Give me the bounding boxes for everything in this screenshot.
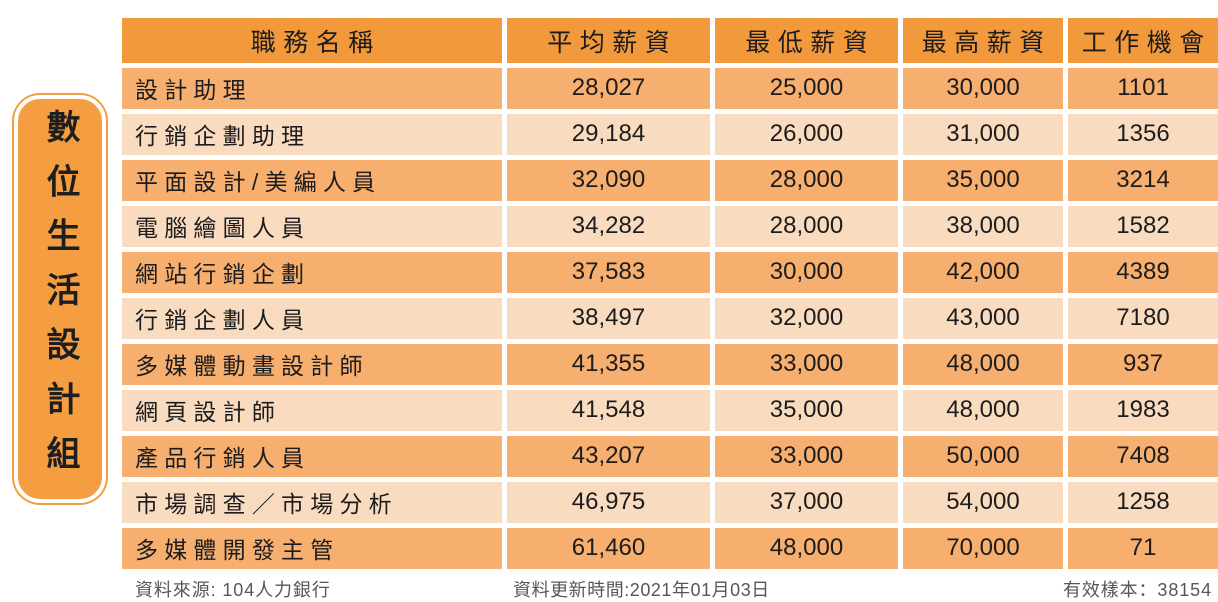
job-count-cell: 1356 <box>1068 113 1218 155</box>
min-salary-cell: 37,000 <box>715 481 898 523</box>
job-count-cell: 7408 <box>1068 435 1218 477</box>
max-salary-cell: 50,000 <box>903 435 1063 477</box>
valid-samples-text: 有效樣本：38154 <box>1062 580 1212 600</box>
job-name-cell: 網站行銷企劃 <box>122 251 502 293</box>
max-salary-cell: 31,000 <box>903 113 1063 155</box>
min-salary-cell: 33,000 <box>715 435 898 477</box>
max-salary-cell: 48,000 <box>903 343 1063 385</box>
group-label: 數位生活設計組 <box>41 108 79 490</box>
min-salary-cell: 48,000 <box>715 527 898 569</box>
min-salary-cell: 35,000 <box>715 389 898 431</box>
max-salary-cell: 48,000 <box>903 389 1063 431</box>
job-name-cell: 產品行銷人員 <box>122 435 502 477</box>
max-salary-cell: 42,000 <box>903 251 1063 293</box>
job-count-cell: 937 <box>1068 343 1218 385</box>
job-name-cell: 行銷企劃人員 <box>122 297 502 339</box>
avg-salary-cell: 29,184 <box>507 113 710 155</box>
data-updated-text: 資料更新時間:2021年01月03日 <box>513 580 770 600</box>
max-salary-cell: 30,000 <box>903 67 1063 109</box>
min-salary-cell: 25,000 <box>715 67 898 109</box>
job-name-cell: 設計助理 <box>122 67 502 109</box>
max-salary-cell: 35,000 <box>903 159 1063 201</box>
column-header-avg-salary: 平均薪資 <box>507 18 710 63</box>
job-count-cell: 1101 <box>1068 67 1218 109</box>
column-header-max-salary: 最高薪資 <box>903 18 1063 63</box>
footer: 資料來源: 104人力銀行 資料更新時間:2021年01月03日 有效樣本：38… <box>122 574 1218 600</box>
job-count-cell: 7180 <box>1068 297 1218 339</box>
min-salary-cell: 28,000 <box>715 205 898 247</box>
job-name-cell: 行銷企劃助理 <box>122 113 502 155</box>
job-count-cell: 71 <box>1068 527 1218 569</box>
job-name-cell: 多媒體開發主管 <box>122 527 502 569</box>
group-label-pill: 數位生活設計組 <box>14 95 106 503</box>
min-salary-cell: 28,000 <box>715 159 898 201</box>
max-salary-cell: 54,000 <box>903 481 1063 523</box>
min-salary-cell: 26,000 <box>715 113 898 155</box>
salary-table: 職務名稱 平均薪資 最低薪資 最高薪資 工作機會 設計助理 28,027 25,… <box>122 18 1218 569</box>
avg-salary-cell: 43,207 <box>507 435 710 477</box>
job-count-cell: 1983 <box>1068 389 1218 431</box>
column-header-job-count: 工作機會 <box>1068 18 1218 63</box>
avg-salary-cell: 41,355 <box>507 343 710 385</box>
job-count-cell: 3214 <box>1068 159 1218 201</box>
max-salary-cell: 38,000 <box>903 205 1063 247</box>
avg-salary-cell: 32,090 <box>507 159 710 201</box>
avg-salary-cell: 41,548 <box>507 389 710 431</box>
avg-salary-cell: 37,583 <box>507 251 710 293</box>
min-salary-cell: 32,000 <box>715 297 898 339</box>
data-source-text: 資料來源: 104人力銀行 <box>135 580 331 600</box>
avg-salary-cell: 28,027 <box>507 67 710 109</box>
column-header-job-title: 職務名稱 <box>122 18 502 63</box>
avg-salary-cell: 61,460 <box>507 527 710 569</box>
job-name-cell: 電腦繪圖人員 <box>122 205 502 247</box>
max-salary-cell: 43,000 <box>903 297 1063 339</box>
avg-salary-cell: 38,497 <box>507 297 710 339</box>
job-name-cell: 多媒體動畫設計師 <box>122 343 502 385</box>
job-name-cell: 網頁設計師 <box>122 389 502 431</box>
column-header-min-salary: 最低薪資 <box>715 18 898 63</box>
avg-salary-cell: 46,975 <box>507 481 710 523</box>
avg-salary-cell: 34,282 <box>507 205 710 247</box>
max-salary-cell: 70,000 <box>903 527 1063 569</box>
job-count-cell: 1258 <box>1068 481 1218 523</box>
job-name-cell: 市場調查／市場分析 <box>122 481 502 523</box>
min-salary-cell: 33,000 <box>715 343 898 385</box>
job-name-cell: 平面設計/美編人員 <box>122 159 502 201</box>
job-count-cell: 1582 <box>1068 205 1218 247</box>
job-count-cell: 4389 <box>1068 251 1218 293</box>
min-salary-cell: 30,000 <box>715 251 898 293</box>
